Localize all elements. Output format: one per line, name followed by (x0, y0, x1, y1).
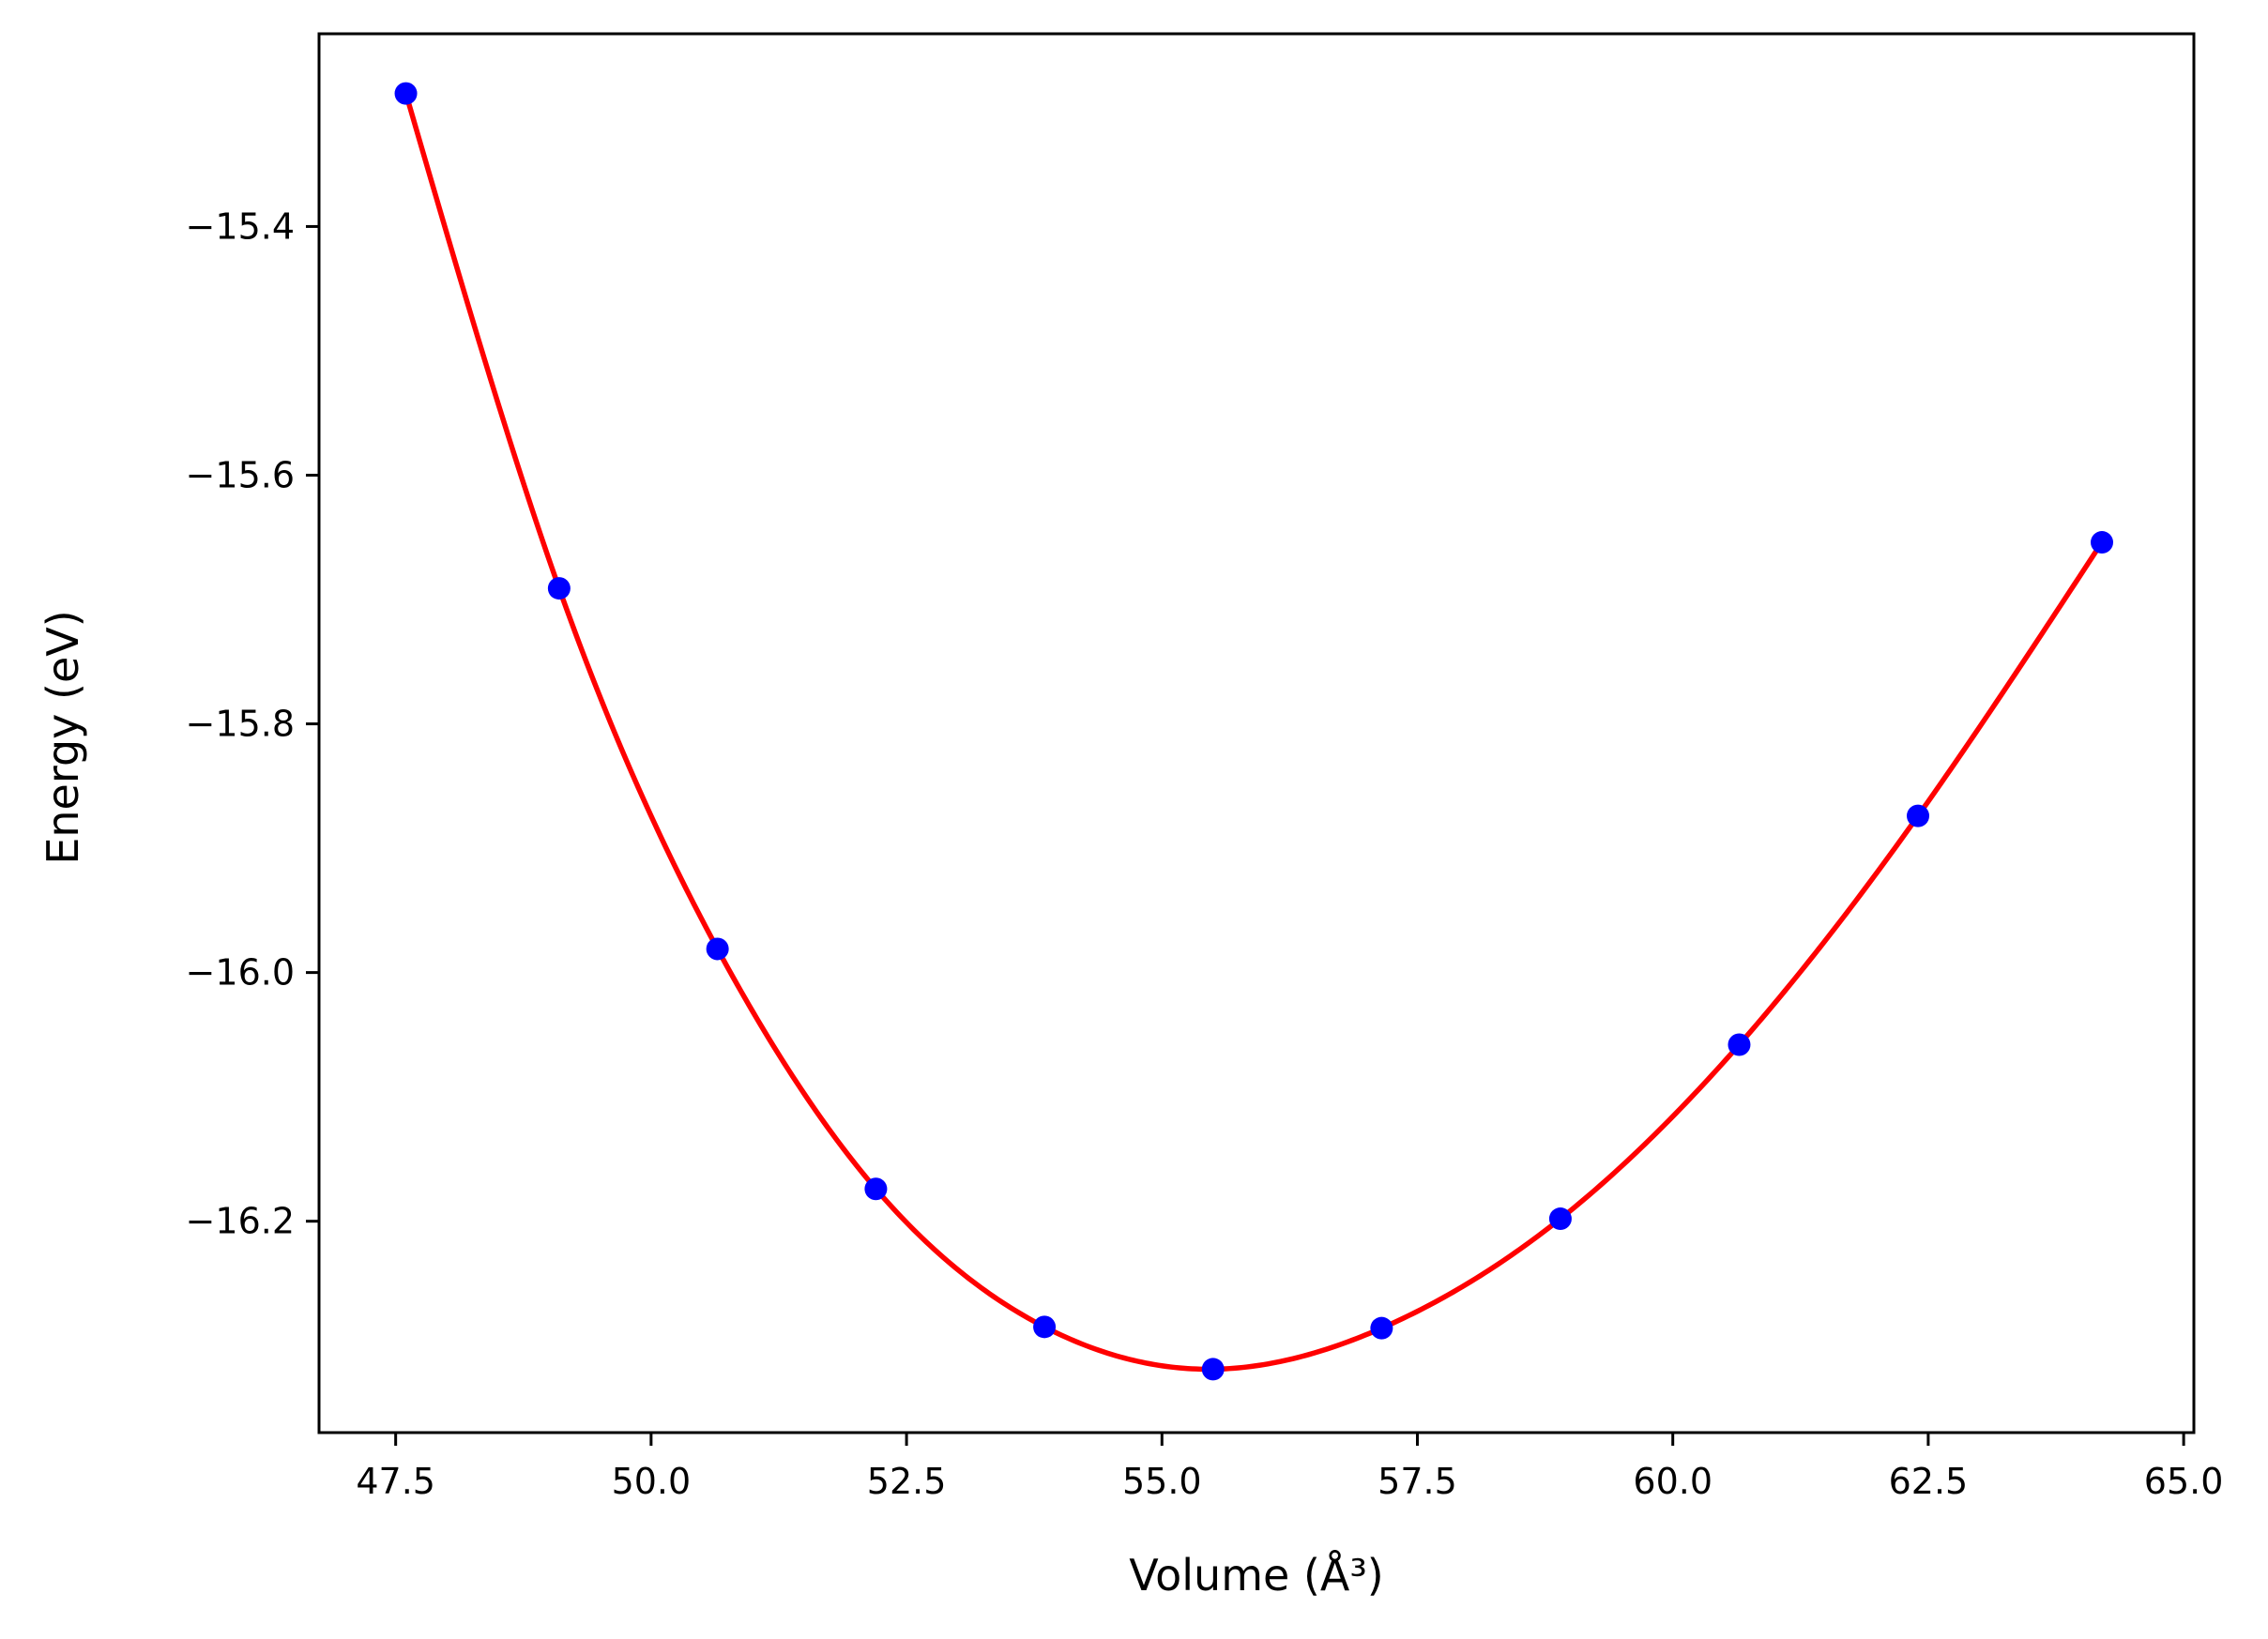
data-point (1201, 1358, 1225, 1381)
axes-layer: 47.5 50.0 52.5 55.0 57.5 60.0 62.5 65.0 −15.4 −15… (186, 32, 2224, 1502)
x-tick-label: 60.0 (1633, 1461, 1712, 1502)
data-point (394, 82, 418, 105)
data-point (1548, 1207, 1572, 1231)
data-point (706, 937, 729, 961)
data-point (864, 1177, 888, 1201)
plot-frame (317, 32, 2196, 1434)
data-point (2091, 531, 2114, 554)
data-point (1728, 1033, 1751, 1056)
y-axis-label: Energy (eV) (38, 610, 88, 864)
data-point (1370, 1316, 1393, 1340)
x-tick-label: 65.0 (2144, 1461, 2224, 1502)
plot-layer (394, 82, 2114, 1381)
y-tick-label: −15.8 (186, 704, 295, 745)
y-tick-label: −16.2 (186, 1201, 295, 1242)
data-point (1907, 804, 1930, 827)
y-tick-label: −15.4 (186, 205, 295, 247)
x-tick-label: 55.0 (1122, 1461, 1202, 1502)
data-point (547, 577, 571, 600)
y-tick-label: −15.6 (186, 454, 295, 495)
data-point (1033, 1315, 1057, 1339)
x-tick-label: 50.0 (612, 1461, 692, 1502)
y-tick-label: −16.0 (186, 952, 295, 994)
x-axis-label: Volume (Å³) (1129, 1550, 1384, 1601)
x-tick-label: 52.5 (867, 1461, 947, 1502)
x-tick-label: 47.5 (356, 1461, 435, 1502)
x-tick-label: 57.5 (1378, 1461, 1457, 1502)
x-tick-label: 62.5 (1889, 1461, 1969, 1502)
